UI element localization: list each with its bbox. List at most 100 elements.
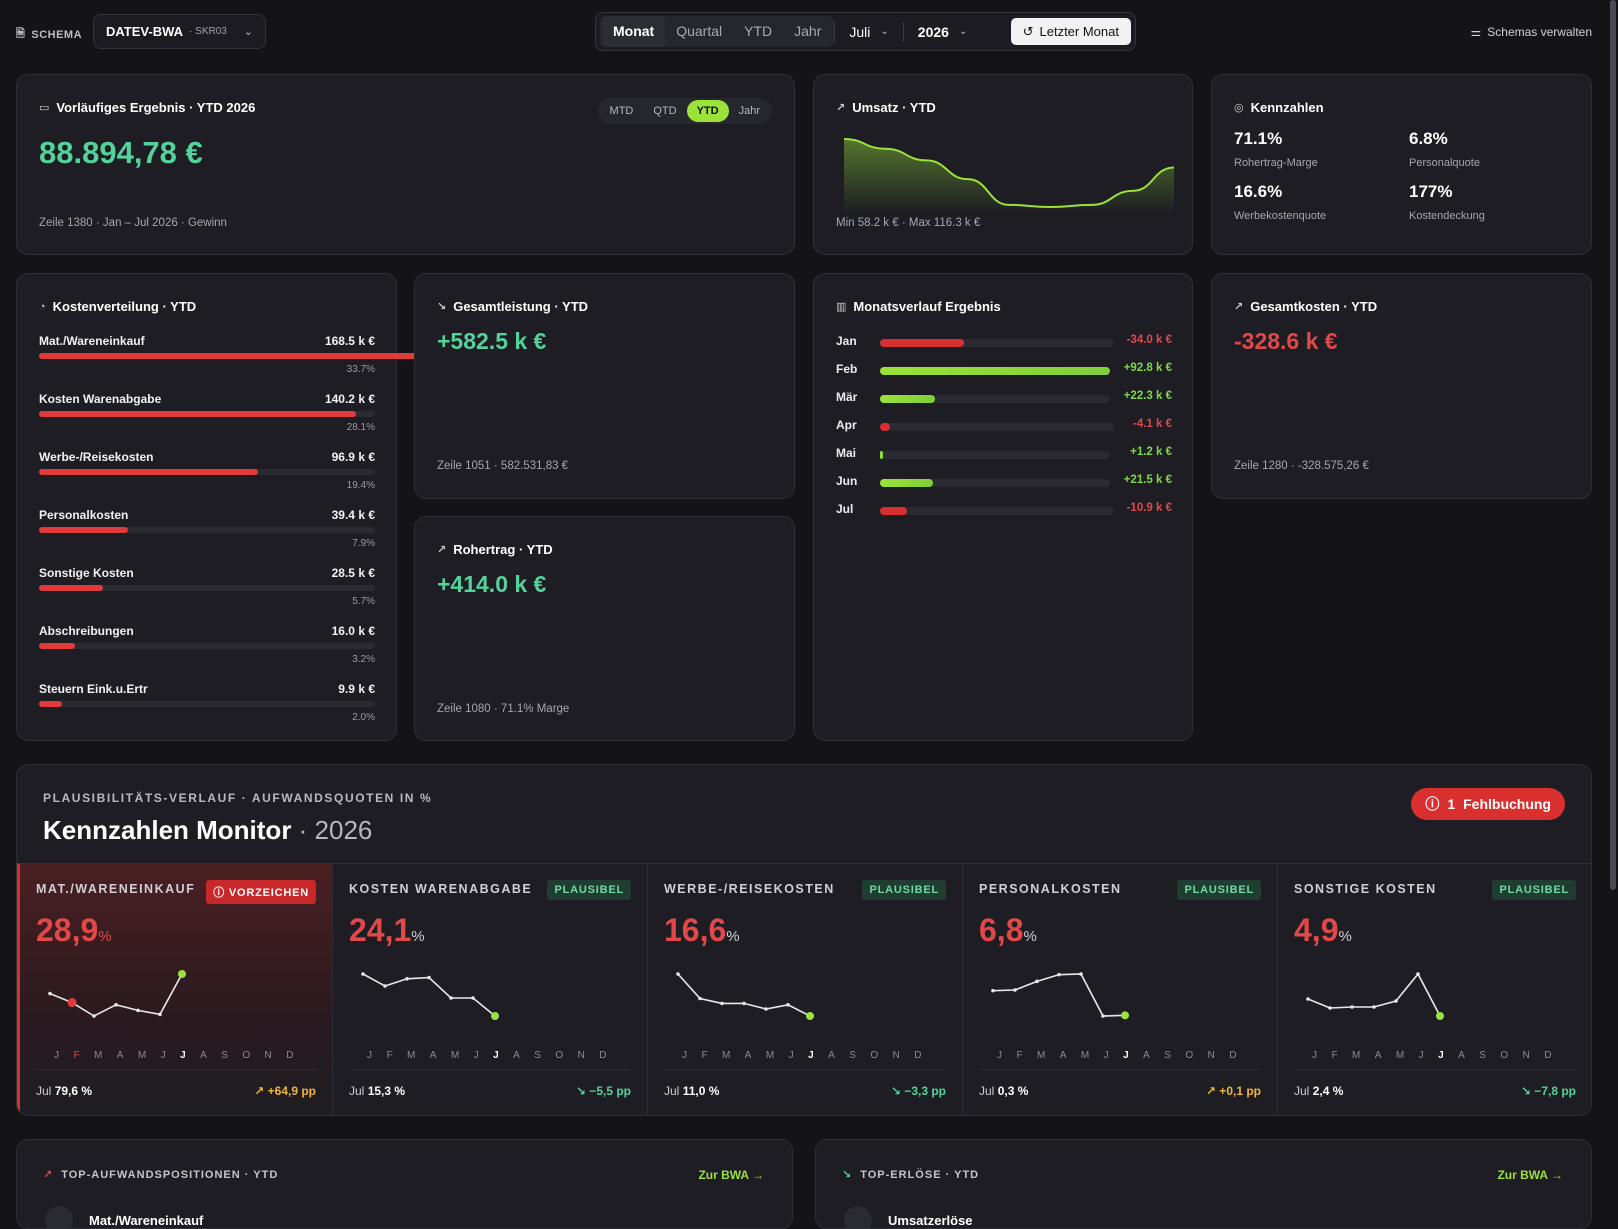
- month-tick: S: [221, 1050, 229, 1061]
- list-item[interactable]: Mat./Wareneinkauf: [45, 1206, 203, 1228]
- monatsverlauf-title: Monatsverlauf Ergebnis: [853, 299, 1001, 314]
- year-select[interactable]: 2026 ⌄: [917, 23, 968, 40]
- month-bar-track: [880, 339, 1114, 347]
- month-tick: J: [808, 1050, 815, 1061]
- toggle-mtd[interactable]: MTD: [609, 105, 634, 117]
- month-tick: J: [473, 1050, 480, 1061]
- cost-value: 168.5 k €: [324, 334, 375, 348]
- reset-icon: ↺: [1022, 24, 1034, 39]
- schema-select[interactable]: DATEV-BWA · SKR03 ⌄: [93, 14, 266, 49]
- cost-pct: 7.9%: [352, 538, 375, 549]
- month-value: -10.9 k €: [1126, 502, 1172, 514]
- last-month-button[interactable]: ↺ Letzter Monat: [1010, 18, 1131, 45]
- period-tabs: Monat Quartal YTD Jahr: [600, 16, 835, 47]
- month-result-row: Mai +1.2 k €: [836, 446, 1172, 468]
- toggle-ytd[interactable]: YTD: [686, 100, 729, 122]
- month-tick: O: [870, 1050, 879, 1061]
- month-result-row: Mär +22.3 k €: [836, 390, 1172, 412]
- tab-monat[interactable]: Monat: [602, 16, 666, 47]
- month-tick: J: [788, 1050, 795, 1061]
- month-tick: M: [1080, 1050, 1090, 1061]
- month-select[interactable]: Juli ⌄: [849, 23, 889, 40]
- month-result-row: Jun +21.5 k €: [836, 474, 1172, 496]
- kpi-line: [49, 973, 183, 1017]
- cost-bar: [39, 353, 420, 359]
- month-value: +22.3 k €: [1123, 390, 1172, 402]
- list-item[interactable]: Umsatzerlöse: [844, 1206, 973, 1228]
- top-aufwand-card: ↗ TOP-AUFWANDSPOSITIONEN · YTD Zur BWA →…: [16, 1139, 793, 1229]
- month-tick: A: [429, 1050, 437, 1061]
- kpi-point: [158, 1012, 162, 1017]
- cost-pct: 33.7%: [346, 364, 375, 375]
- cost-row: Personalkosten 39.4 k € 7.9%: [39, 508, 375, 566]
- rank-icon: [844, 1206, 872, 1228]
- kpi-monitor-column[interactable]: MAT./WARENEINKAUF ⓘ VORZEICHEN 28,9% Jul…: [17, 863, 332, 1115]
- month-tick: J: [1312, 1050, 1318, 1061]
- month-tick: N: [1522, 1050, 1531, 1061]
- status-badge: PLAUSIBEL: [862, 880, 946, 900]
- tab-quartal[interactable]: Quartal: [676, 23, 723, 39]
- kpi-point: [742, 1001, 746, 1006]
- kpi-point: [1035, 979, 1039, 984]
- cost-name: Personalkosten: [39, 508, 129, 522]
- cost-name: Werbe-/Reisekosten: [39, 450, 154, 464]
- month-result-row: Jan -34.0 k €: [836, 334, 1172, 356]
- month-bar: [880, 451, 883, 459]
- status-badge: ⓘ VORZEICHEN: [206, 880, 316, 904]
- cost-pct: 3.2%: [352, 654, 375, 665]
- month-tick: A: [513, 1050, 521, 1061]
- month-tick: O: [242, 1050, 251, 1061]
- manage-schemas-button[interactable]: ⚌ Schemas verwalten: [1470, 25, 1592, 39]
- kpi-monitor-column[interactable]: SONSTIGE KOSTEN PLAUSIBEL 4,9% Jul 2,4 %…: [1277, 863, 1591, 1115]
- cost-name: Mat./Wareneinkauf: [39, 334, 145, 348]
- month-bar-track: [880, 507, 1114, 515]
- month-tick: J: [180, 1050, 187, 1061]
- fehlbuchung-count: 1: [1447, 796, 1456, 812]
- chevron-down-icon: ⌄: [243, 26, 253, 38]
- rank-icon: [45, 1206, 73, 1228]
- cost-name: Abschreibungen: [39, 624, 134, 638]
- fehlbuchung-button[interactable]: ⓘ 1 Fehlbuchung: [1411, 788, 1565, 820]
- toggle-jahr[interactable]: Jahr: [738, 105, 760, 117]
- toggle-qtd[interactable]: QTD: [653, 105, 677, 117]
- kpi-point: [764, 1007, 768, 1011]
- tab-ytd[interactable]: YTD: [744, 23, 773, 39]
- umsatz-line: [844, 138, 1174, 209]
- kpi-monitor-column[interactable]: PERSONALKOSTEN PLAUSIBEL 6,8% Jul 0,3 % …: [962, 863, 1277, 1115]
- calendar-icon: ▭: [39, 102, 50, 114]
- kpi-label: Rohertrag-Marge: [1234, 157, 1318, 169]
- cost-pct: 5.7%: [352, 596, 375, 607]
- kpi-point: [1394, 999, 1398, 1003]
- kpi-line: [992, 973, 1126, 1017]
- cost-bar: [39, 469, 259, 475]
- gesamtleistung-card: ↘ Gesamtleistung · YTD +582.5 k € Zeile …: [414, 273, 795, 499]
- month-tick: A: [1374, 1050, 1382, 1061]
- top-erloese-card: ↘ TOP-ERLÖSE · YTD Zur BWA → Umsatzerlös…: [815, 1139, 1592, 1229]
- cost-bar-track: [39, 643, 375, 649]
- zur-bwa-link[interactable]: Zur BWA →: [698, 1168, 764, 1182]
- month-tick: F: [73, 1050, 81, 1061]
- tab-jahr[interactable]: Jahr: [794, 23, 822, 39]
- kpi-title: MAT./WARENEINKAUF: [36, 882, 196, 896]
- fehlbuchung-label: Fehlbuchung: [1463, 796, 1551, 812]
- zur-bwa-link[interactable]: Zur BWA →: [1497, 1168, 1563, 1182]
- kpi-point: [806, 1012, 814, 1020]
- cost-bar-track: [39, 411, 375, 417]
- alert-icon: ⓘ: [1425, 796, 1440, 812]
- cost-bar: [39, 585, 104, 591]
- kpi-monitor-column[interactable]: KOSTEN WARENABGABE PLAUSIBEL 24,1% Jul 1…: [332, 863, 647, 1115]
- scrollbar[interactable]: [1610, 0, 1616, 890]
- kpi-point: [720, 1001, 724, 1006]
- kpi-point: [1101, 1014, 1105, 1018]
- month-bar-track: [880, 395, 1110, 403]
- month-tick: M: [1036, 1050, 1046, 1061]
- rohertrag-footer: Zeile 1080 · 71.1% Marge: [437, 703, 570, 715]
- kpi-monitor-column[interactable]: WERBE-/REISEKOSTEN PLAUSIBEL 16,6% Jul 1…: [647, 863, 962, 1115]
- month-value: +1.2 k €: [1130, 446, 1172, 458]
- kpi-line: [677, 973, 811, 1017]
- kostenverteilung-title: Kostenverteilung · YTD: [52, 299, 197, 314]
- status-badge: PLAUSIBEL: [1492, 880, 1576, 900]
- sliders-icon: ⚌: [1470, 25, 1482, 39]
- month-tick: N: [577, 1050, 586, 1061]
- kpi-value: 4,9%: [1294, 912, 1352, 948]
